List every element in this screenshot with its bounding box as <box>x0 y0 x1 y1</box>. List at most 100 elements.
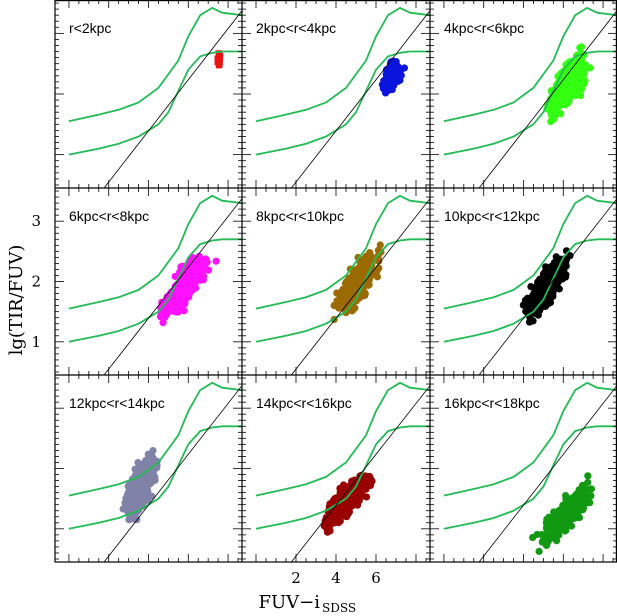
data-point <box>157 310 166 318</box>
data-point <box>351 491 359 499</box>
data-point <box>352 286 360 294</box>
data-point <box>142 478 150 486</box>
data-point <box>344 509 352 518</box>
data-point <box>565 97 573 105</box>
data-point <box>528 533 537 542</box>
data-point <box>357 480 365 489</box>
data-point <box>133 498 141 506</box>
panel-ticks <box>55 188 242 375</box>
reference-line <box>478 384 617 562</box>
data-point <box>361 472 370 480</box>
data-point <box>127 500 136 509</box>
panel: 10kpc<r<12kpc <box>430 188 617 375</box>
model-track <box>255 238 430 343</box>
data-point <box>577 60 585 68</box>
data-point <box>185 293 193 301</box>
data-point <box>579 489 587 497</box>
reference-line <box>290 10 430 188</box>
data-point <box>388 85 396 94</box>
data-point <box>214 59 221 66</box>
data-point <box>576 44 584 52</box>
data-point <box>569 499 578 508</box>
data-point <box>560 513 568 521</box>
data-point <box>571 91 580 100</box>
model-track <box>68 381 242 497</box>
data-point <box>394 65 403 73</box>
panel: 8kpc<r<10kpc <box>242 188 430 375</box>
data-point <box>341 503 349 511</box>
data-point <box>361 291 369 300</box>
model-track <box>443 425 617 530</box>
data-point <box>323 515 331 523</box>
data-point <box>387 58 395 66</box>
panel-plot-area <box>443 194 617 375</box>
reference-line <box>103 197 242 375</box>
reference-line <box>478 10 617 188</box>
data-point <box>350 476 359 484</box>
data-point <box>193 254 201 262</box>
reference-line <box>103 10 242 188</box>
panel: r<2kpc <box>55 0 242 188</box>
panel-ticks <box>242 0 430 188</box>
data-point <box>546 290 554 299</box>
data-point <box>584 472 592 480</box>
panel-ticks <box>242 375 430 562</box>
data-point <box>382 83 390 92</box>
grid-frame <box>54 0 617 563</box>
data-point <box>375 264 383 272</box>
data-point <box>121 499 129 507</box>
data-point <box>168 305 176 313</box>
data-point <box>566 252 574 260</box>
panel: 4kpc<r<6kpc <box>430 0 617 188</box>
x-tick-label: 4 <box>331 569 341 587</box>
data-point <box>348 306 356 314</box>
data-point <box>128 484 136 492</box>
scatter-points <box>214 50 224 69</box>
data-point <box>565 79 573 87</box>
data-point <box>537 282 545 290</box>
data-point <box>212 257 220 265</box>
data-point <box>535 547 543 555</box>
data-point <box>553 532 561 540</box>
y-axis-title: lg(TIR/FUV) <box>6 245 27 356</box>
scatter-points <box>320 471 376 536</box>
data-point <box>557 96 565 104</box>
panel: 2kpc<r<4kpc <box>242 0 430 188</box>
scatter-points <box>156 252 220 327</box>
data-point <box>562 492 570 500</box>
data-point <box>581 495 589 503</box>
outer-border <box>54 0 617 563</box>
data-point <box>195 264 203 272</box>
scatter-points <box>378 57 409 97</box>
x-axis-title: FUV−i <box>259 592 321 613</box>
panel-plot-area <box>443 381 617 562</box>
data-point <box>180 307 188 315</box>
scatter-points <box>543 43 594 126</box>
panel: 14kpc<r<16kpc <box>242 375 430 562</box>
scatter-points <box>528 472 595 555</box>
data-point <box>550 115 558 123</box>
y-tick-label: 3 <box>31 212 41 230</box>
model-track <box>68 238 242 343</box>
data-point <box>541 302 550 310</box>
data-point <box>586 64 594 72</box>
data-point <box>353 280 361 288</box>
data-point <box>551 102 559 110</box>
model-track <box>443 6 617 123</box>
model-track <box>68 425 242 530</box>
reference-line <box>103 384 242 562</box>
panel: 6kpc<r<8kpc <box>55 188 242 375</box>
panel-plot-area <box>68 6 242 188</box>
data-point <box>143 496 152 504</box>
scatter-points <box>330 241 385 324</box>
data-point <box>183 280 191 288</box>
panel-ticks <box>55 375 242 562</box>
data-point <box>559 501 567 510</box>
data-point <box>191 279 199 287</box>
x-axis-title-subscript: SDSS <box>322 601 356 615</box>
x-axis-title-main: FUV−i <box>259 592 321 613</box>
y-tick-label: 2 <box>31 273 41 291</box>
data-point <box>215 50 222 57</box>
data-point <box>129 490 137 498</box>
data-point <box>561 518 569 526</box>
